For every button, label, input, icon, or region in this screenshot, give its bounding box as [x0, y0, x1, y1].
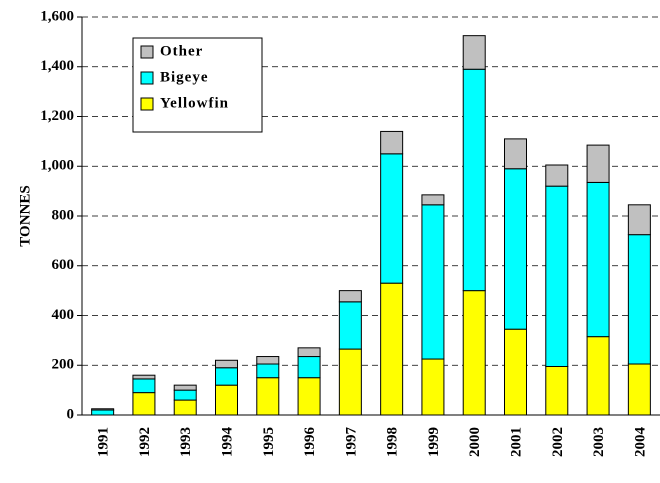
bar-segment [462, 35, 486, 70]
bar-segment [132, 392, 156, 416]
y-axis-label: TONNES [17, 185, 33, 246]
bar-segment [215, 367, 238, 386]
bar-segment [627, 234, 651, 365]
bar-segment [545, 185, 569, 367]
x-tick-label: 1999 [426, 427, 442, 457]
y-tick-label: 400 [52, 307, 75, 323]
x-tick-label: 2001 [509, 427, 525, 457]
bar-segment [91, 409, 115, 416]
y-tick-label: 1,600 [40, 8, 74, 24]
legend-label: Other [160, 43, 203, 59]
bar-segment [132, 378, 156, 394]
bar-segment [297, 356, 321, 379]
y-tick-label: 1,000 [40, 158, 74, 174]
bar-segment [297, 377, 321, 416]
x-tick-label: 1998 [385, 427, 401, 457]
bar-segment [586, 144, 610, 183]
legend-box [132, 37, 263, 133]
bar-segment [627, 363, 651, 416]
y-tick-label: 1,200 [40, 108, 74, 124]
bar-segment [545, 365, 569, 416]
y-tick-label: 600 [52, 257, 75, 273]
bar-segment [504, 168, 527, 330]
bar-segment [91, 408, 115, 411]
x-tick-label: 2004 [632, 427, 648, 458]
bar-segment [545, 164, 569, 187]
bar-segment [380, 282, 404, 416]
x-tick-label: 2000 [467, 427, 483, 457]
x-tick-label: 1995 [261, 427, 277, 457]
bar-segment [462, 290, 486, 416]
bar-segment [173, 384, 197, 391]
bar-segment [421, 358, 445, 416]
y-tick-label: 0 [67, 406, 75, 422]
bar-segment [421, 194, 445, 206]
x-tick-label: 1997 [343, 427, 359, 458]
bar-segment [338, 348, 362, 416]
bar-segment [627, 204, 651, 236]
legend-label: Bigeye [160, 69, 209, 85]
bar-segment [462, 68, 486, 292]
legend-swatch [140, 97, 154, 111]
bar-segment [338, 290, 362, 303]
bar-segment [215, 384, 238, 416]
bar-segment [380, 130, 404, 155]
bar-segment [173, 389, 197, 401]
bar-segment [173, 399, 197, 416]
bar-segment [215, 359, 238, 369]
bar-segment [421, 204, 445, 360]
bar-segment [256, 356, 280, 365]
bar-segment [297, 347, 321, 358]
bar-segment [586, 181, 610, 338]
legend-label: Yellowfin [160, 95, 229, 111]
x-tick-label: 2003 [591, 427, 607, 457]
y-tick-label: 1,400 [40, 58, 74, 74]
bar-segment [380, 153, 404, 284]
x-tick-label: 1991 [96, 427, 112, 457]
legend-swatch [140, 71, 154, 85]
x-tick-label: 1992 [137, 427, 153, 457]
y-tick-label: 200 [52, 357, 75, 373]
x-tick-label: 1996 [302, 427, 318, 458]
bar-segment [504, 328, 527, 416]
bar-segment [256, 377, 280, 416]
y-tick-label: 800 [52, 207, 75, 223]
bar-segment [256, 363, 280, 379]
bar-segment [338, 301, 362, 350]
legend-swatch [140, 45, 154, 59]
bar-segment [586, 336, 610, 416]
x-tick-label: 1994 [220, 427, 236, 458]
x-tick-label: 2002 [550, 427, 566, 457]
bar-segment [504, 138, 527, 170]
x-tick-label: 1993 [178, 427, 194, 457]
bar-segment [132, 374, 156, 380]
